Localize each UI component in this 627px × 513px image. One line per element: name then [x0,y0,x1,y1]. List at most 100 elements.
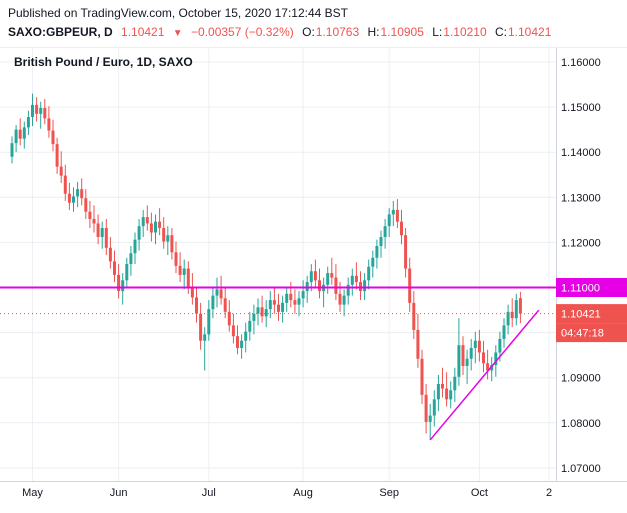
candle [100,221,104,249]
candle [186,261,190,294]
candle [166,226,170,256]
candle [256,298,260,326]
candle [84,189,88,219]
candle [195,288,198,323]
candle [51,119,55,152]
chart-legend-title[interactable]: British Pound / Euro, 1D, SAXO [14,55,193,69]
candle [359,271,362,301]
candle [469,338,473,371]
candle [219,275,223,305]
high-field: H:1.10905 [368,25,424,39]
candle [67,182,71,210]
time-axis[interactable]: May Jun Jul Aug Sep Oct 2 [0,47,627,513]
grid [0,47,556,481]
candle [486,349,490,380]
candle [47,106,51,138]
price-axis-label: 1.07000 [561,463,601,475]
high-value: 1.10905 [380,25,424,39]
candle [518,291,522,324]
candles-layer [10,93,522,440]
candle [252,304,256,335]
candle [141,209,145,237]
candle [43,98,47,125]
candle [264,300,268,328]
close-value: 1.10421 [508,25,552,39]
candle [14,125,18,153]
candle [322,277,326,308]
candle [412,291,416,339]
candle [400,209,403,245]
candle [395,199,399,228]
time-axis-label: 2 [546,487,552,499]
trend-line-drawing[interactable] [429,309,540,441]
candle [190,273,194,305]
last-price-value: 1.10421 [121,25,165,39]
candle [18,118,22,146]
low-field: L:1.10210 [432,25,486,39]
candle [268,291,272,319]
candle [465,349,469,385]
candle [301,280,305,308]
candle [506,304,510,335]
candle [129,246,133,276]
horizontal-line-price-badge: 1.11000 [556,278,627,297]
candle [277,293,280,321]
price-axis-label: 1.12000 [561,237,601,249]
candle [10,136,14,164]
price-axis-label: 1.16000 [561,57,601,69]
open-value: 1.10763 [315,25,360,39]
candle [80,178,84,206]
candle [96,214,100,245]
candle [424,384,428,434]
candle [72,187,75,212]
candle [354,262,358,290]
candle [490,356,494,382]
high-label: H: [367,25,380,39]
candle [379,230,383,258]
candle [367,259,371,290]
candle [318,268,321,299]
candle [297,291,301,317]
candle [154,214,157,245]
candle [293,289,297,314]
down-arrow-icon: ▼ [172,28,183,39]
candle [313,259,317,287]
low-value: 1.10210 [443,25,487,39]
candle [104,218,108,256]
candle [59,151,63,183]
candle [145,205,149,231]
candle [207,300,211,341]
candle [117,264,121,299]
time-axis-label: May [22,487,43,499]
price-axis-label: 1.14000 [561,147,601,159]
candle [26,110,30,136]
candle [227,300,231,332]
candle [346,277,350,305]
symbol-info-bar: SAXO:GBPEUR, D 1.10421 ▼ −0.00357 (−0.32… [8,25,556,39]
candle [477,329,481,362]
candle [416,313,420,368]
time-axis-label: Sep [379,487,399,499]
candle [260,295,264,323]
time-axis-label: Jul [202,487,216,499]
candle [514,293,518,326]
time-axis-label: Oct [471,487,488,499]
candle [92,205,96,233]
svg-text:04:47:18: 04:47:18 [561,328,604,340]
candle [404,227,408,278]
symbol-name[interactable]: SAXO:GBPEUR, D [8,25,113,39]
candle [502,318,506,348]
candle [76,181,80,208]
candle [457,318,461,386]
candle [375,239,379,269]
candle [174,241,178,274]
close-label: C: [495,25,507,39]
candle [420,349,424,404]
candle [248,311,252,341]
candle [473,331,477,364]
candle [342,289,346,317]
candle [510,298,514,328]
price-axis[interactable]: 1.16000 1.15000 1.14000 1.13000 1.12000 1.090… [556,47,627,481]
